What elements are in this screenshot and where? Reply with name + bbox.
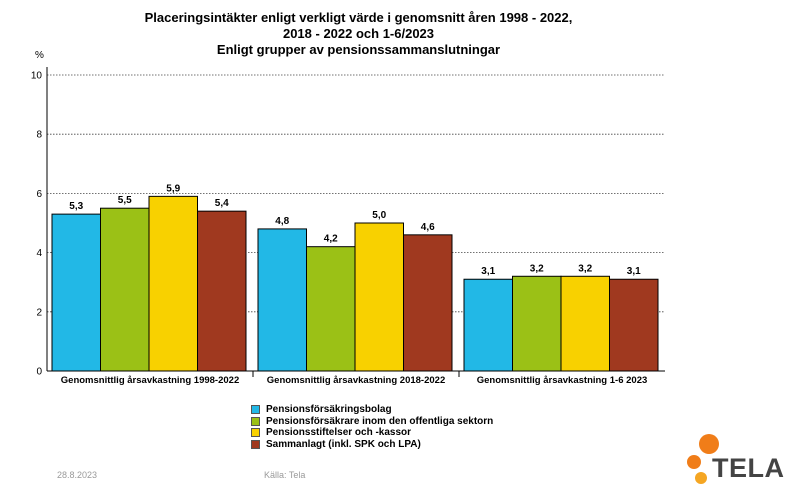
bar — [512, 275, 562, 372]
legend-label: Sammanlagt (inkl. SPK och LPA) — [266, 438, 421, 450]
legend-swatch — [251, 405, 260, 415]
bar-value-label: 4,6 — [421, 222, 435, 233]
bar-value-label: 5,5 — [118, 195, 132, 206]
x-category-label: Genomsnittlig årsavkastning 1998-2022 — [61, 375, 239, 386]
bar — [51, 213, 101, 372]
bar — [560, 275, 610, 372]
bar — [354, 222, 404, 372]
bar-value-label: 3,1 — [627, 266, 641, 277]
legend-swatch — [251, 428, 260, 438]
chart-title-line-3: Enligt grupper av pensionssammanslutning… — [216, 42, 501, 57]
bar-value-label: 5,0 — [372, 210, 386, 221]
x-category-label: Genomsnittlig årsavkastning 2018-2022 — [267, 375, 445, 386]
y-tick-label: 8 — [36, 130, 42, 141]
bar — [257, 228, 307, 372]
legend-label: Pensionsstiftelser och -kassor — [266, 427, 412, 438]
bar-value-label: 5,9 — [166, 183, 180, 194]
bar-value-label: 3,2 — [530, 263, 544, 274]
bar-value-label: 3,1 — [481, 266, 495, 277]
legend-label: Pensionsförsäkringsbolag — [266, 404, 392, 415]
tela-logo-text: TELA — [712, 453, 785, 483]
y-tick-label: 2 — [36, 307, 42, 318]
chart-title-line-2: 2018 - 2022 och 1-6/2023 — [282, 26, 435, 41]
bar — [463, 278, 513, 372]
y-axis-unit: % — [35, 50, 44, 61]
bar-value-label: 3,2 — [578, 263, 592, 274]
y-tick-label: 6 — [36, 189, 42, 200]
bar — [100, 207, 150, 372]
bar-value-label: 4,8 — [275, 216, 289, 227]
tela-logo: TELA — [686, 433, 786, 489]
footer-date: 28.8.2023 — [57, 470, 98, 480]
chart-title-line-1: Placeringsintäkter enligt verkligt värde… — [144, 10, 573, 25]
bar-value-label: 4,2 — [324, 234, 338, 245]
y-tick-label: 10 — [31, 71, 43, 82]
y-tick-label: 0 — [36, 367, 42, 378]
bar — [403, 234, 453, 372]
bar — [148, 195, 198, 372]
tela-logo-icon — [687, 434, 719, 484]
legend-label: Pensionsförsäkrare inom den offentliga s… — [266, 415, 494, 427]
legend-item: Pensionsförsäkrare inom den offentliga s… — [251, 416, 493, 428]
legend-swatch — [251, 416, 260, 426]
legend-swatch — [251, 439, 260, 449]
bar-value-label: 5,3 — [69, 201, 83, 212]
legend-item: Sammanlagt (inkl. SPK och LPA) — [251, 439, 493, 451]
bar — [609, 278, 659, 372]
legend-item: Pensionsförsäkringsbolag — [251, 404, 493, 416]
y-tick-label: 4 — [36, 248, 42, 259]
chart-title: Placeringsintäkter enligt verkligt värde… — [0, 10, 717, 58]
chart-legend: Pensionsförsäkringsbolag Pensionsförsäkra… — [251, 404, 493, 450]
x-category-label: Genomsnittlig årsavkastning 1-6 2023 — [477, 375, 648, 386]
bar — [197, 210, 247, 372]
bar — [306, 246, 356, 372]
bar-value-label: 5,4 — [215, 198, 229, 209]
legend-item: Pensionsstiftelser och -kassor — [251, 427, 493, 439]
footer-source: Källa: Tela — [264, 470, 306, 480]
